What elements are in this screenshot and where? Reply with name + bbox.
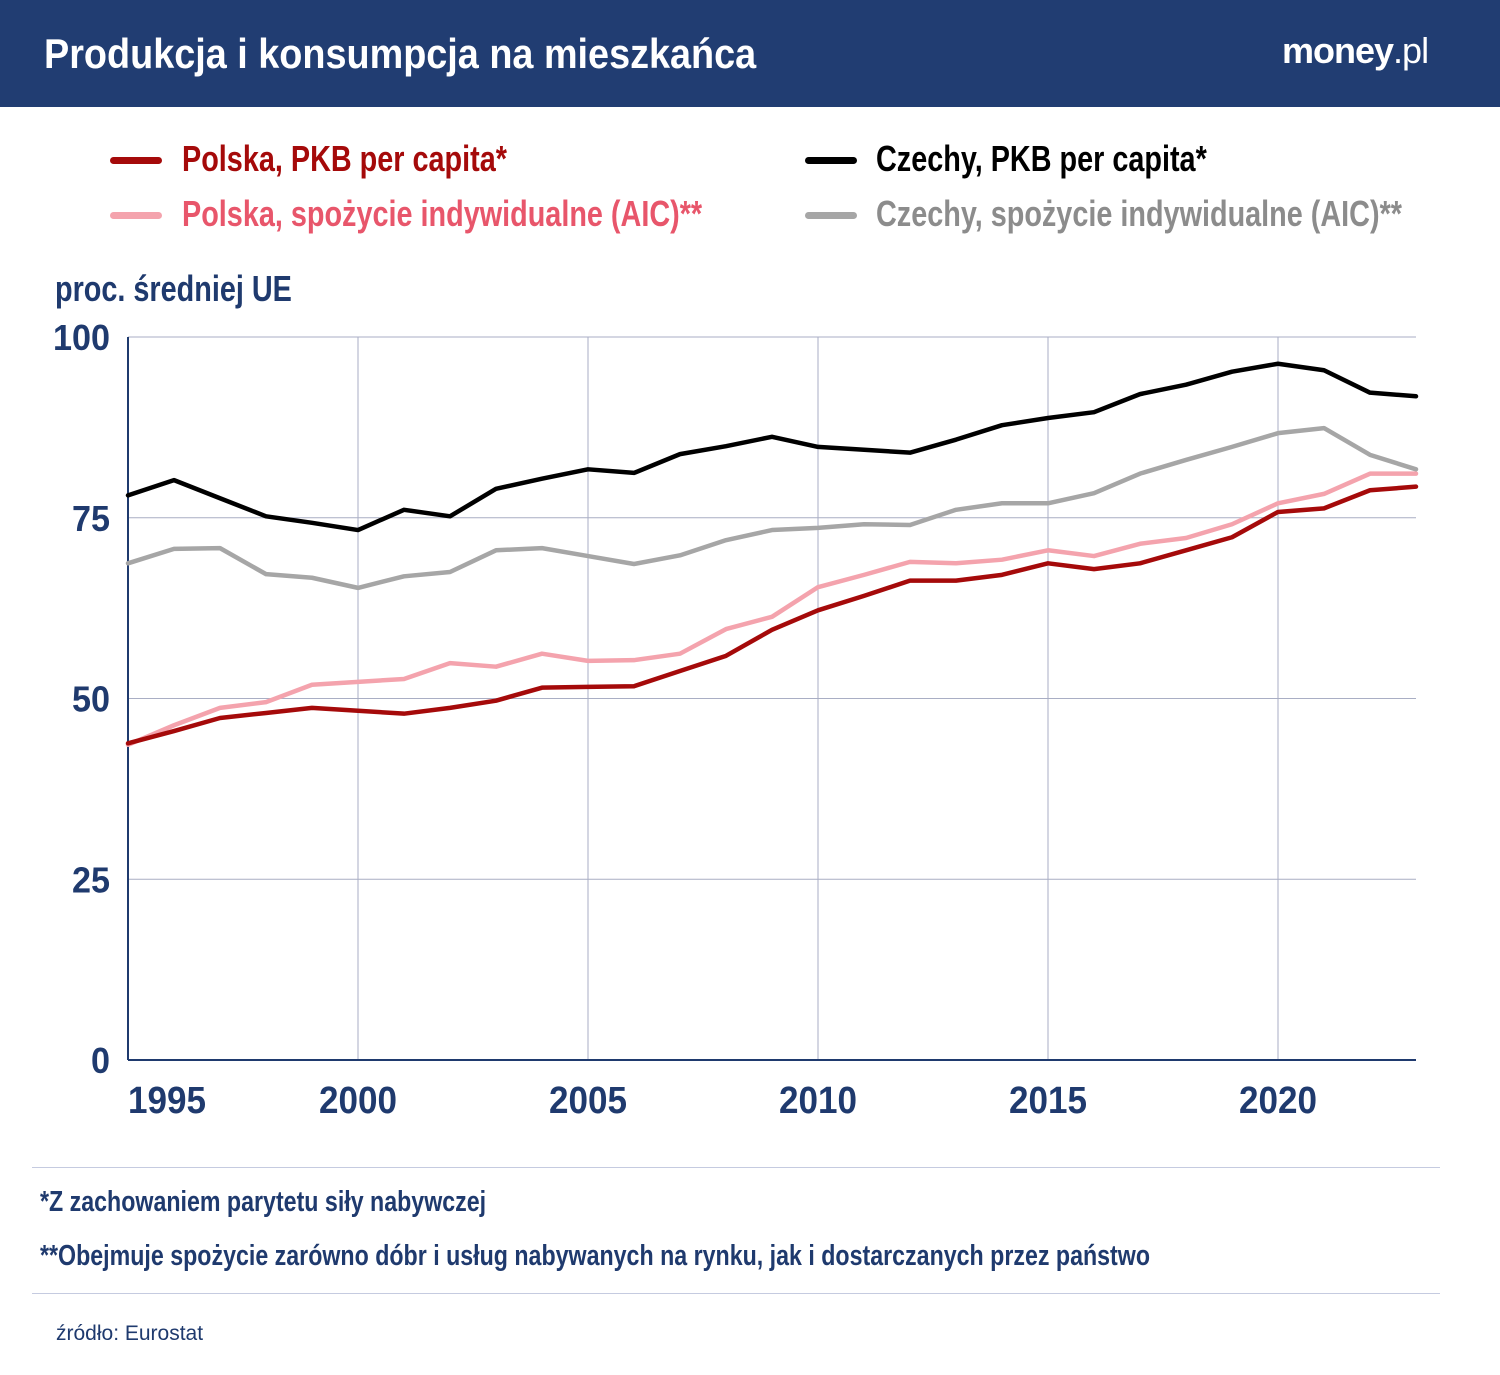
y-tick-label: 75	[72, 498, 110, 539]
x-tick-label: 2010	[779, 1080, 857, 1122]
series-line	[125, 361, 1419, 533]
x-tick-label: 2000	[319, 1080, 397, 1122]
legend-swatch-polska-aic	[110, 212, 162, 219]
y-axis-label: proc. średniej UE	[55, 268, 292, 309]
legend-label-czechy-pkb: Czechy, PKB per capita*	[876, 138, 1207, 179]
money-pl-logo: money.pl	[1282, 30, 1429, 71]
page-title: Produkcja i konsumpcja na mieszkańca	[44, 30, 757, 77]
legend-label-polska-aic: Polska, spożycie indywidualne (AIC)**	[182, 193, 703, 234]
legend-swatch-polska-pkb	[110, 157, 162, 164]
source-note: źródło: Eurostat	[56, 1322, 204, 1345]
y-tick-label: 50	[72, 679, 110, 720]
line-chart: 0 25 50 75 100 1995 2000 2005 2010 2015 2020	[53, 317, 1419, 1122]
series-line	[125, 484, 1419, 746]
footnote-ppp: *Z zachowaniem parytetu siły nabywczej	[40, 1186, 487, 1218]
legend-label-polska-pkb: Polska, PKB per capita*	[182, 138, 507, 179]
divider	[32, 1293, 1440, 1294]
y-tick-label: 0	[91, 1040, 110, 1081]
legend-swatch-czechy-pkb	[805, 157, 857, 164]
series-line	[125, 471, 1419, 748]
header: Produkcja i konsumpcja na mieszkańca mon…	[0, 0, 1500, 107]
y-tick-label: 100	[53, 317, 110, 358]
footnote-aic: **Obejmuje spożycie zarówno dóbr i usług…	[40, 1240, 1150, 1272]
x-tick-label: 1995	[128, 1080, 206, 1122]
x-tick-label: 2015	[1009, 1080, 1087, 1122]
series-line	[125, 425, 1419, 591]
x-tick-label: 2020	[1239, 1080, 1317, 1122]
legend-swatch-czechy-aic	[805, 212, 857, 219]
legend-label-czechy-aic: Czechy, spożycie indywidualne (AIC)**	[876, 193, 1402, 234]
x-tick-label: 2005	[549, 1080, 627, 1122]
y-tick-label: 25	[72, 859, 110, 900]
divider	[32, 1167, 1440, 1168]
